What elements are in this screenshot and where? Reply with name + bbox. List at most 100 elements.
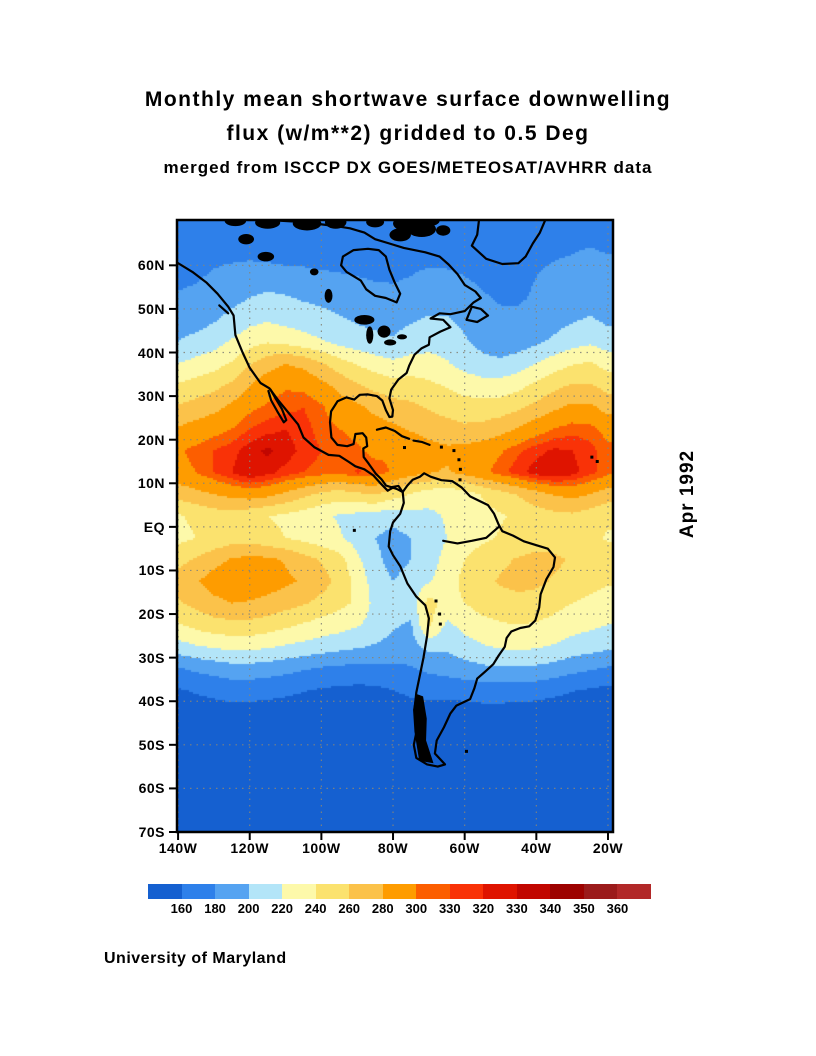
- colorbar-tick-label: 350: [573, 901, 595, 916]
- land-fill: [413, 693, 434, 764]
- colorbar-tick-label: 220: [271, 901, 293, 916]
- lon-tick-label: 80W: [377, 840, 409, 856]
- island: [224, 220, 247, 227]
- lat-tick-label: 10N: [137, 475, 165, 492]
- lat-tick-label: 20S: [138, 606, 165, 623]
- lat-tick-label: 60N: [137, 257, 165, 274]
- colorbar-tick-label: 330: [438, 901, 461, 916]
- coastline: [470, 220, 547, 266]
- figure-title-line1: Monthly mean shortwave surface downwelli…: [144, 88, 672, 111]
- colorbar-tick-label: 240: [304, 901, 327, 916]
- island-dot: [458, 478, 462, 482]
- colorbar-tick-label: 330: [506, 901, 528, 916]
- island-dot: [590, 455, 594, 459]
- colorbar-tick-label: 340: [539, 901, 562, 916]
- lake: [377, 325, 391, 338]
- lake: [238, 233, 255, 245]
- colorbar-segment: [449, 884, 484, 899]
- lat-tick-label: 50S: [138, 736, 165, 753]
- map-frame: [175, 218, 615, 834]
- island: [436, 225, 451, 236]
- map-overlay-svg: [169, 218, 615, 840]
- island: [407, 221, 437, 237]
- lat-tick-label: 50N: [137, 300, 165, 317]
- lat-tick-label: 40N: [137, 344, 165, 361]
- island-dot: [439, 445, 443, 449]
- lat-tick-label: 10S: [138, 562, 165, 579]
- island-dot: [452, 449, 456, 453]
- colorbar-tick-label: 300: [405, 901, 428, 916]
- island: [255, 220, 281, 229]
- lake: [309, 268, 319, 276]
- figure-subtitle: merged from ISCCP DX GOES/METEOSAT/AVHRR…: [163, 158, 653, 177]
- credit-label: University of Maryland: [104, 950, 287, 967]
- lon-tick-label: 40W: [521, 840, 552, 856]
- colorbar-tick-label: 160: [170, 901, 193, 916]
- lake: [366, 326, 374, 344]
- lat-tick-label: 20N: [137, 431, 165, 448]
- lat-tick-label: 60S: [138, 780, 165, 797]
- lon-tick-label: 100W: [302, 840, 341, 856]
- lon-tick-label: 60W: [449, 840, 480, 856]
- coastline: [267, 388, 288, 424]
- lat-tick-label: 30S: [138, 649, 165, 666]
- lake: [257, 251, 275, 262]
- colorbar-segment: [215, 884, 249, 899]
- island: [389, 228, 411, 242]
- colorbar-segment: [416, 884, 450, 899]
- colorbar-tick-label: 360: [606, 901, 629, 916]
- colorbar-segment: [516, 884, 551, 899]
- lake: [324, 288, 333, 303]
- coastline: [442, 525, 500, 545]
- colorbar-segment: [550, 884, 584, 899]
- coastline: [273, 220, 482, 494]
- lat-tick-label: 30N: [137, 388, 165, 405]
- lake: [354, 315, 375, 325]
- colorbar-segment: [282, 884, 316, 899]
- map-clipped-layer: [177, 220, 613, 832]
- island-dot: [402, 446, 406, 450]
- colorbar-segment: [315, 884, 350, 899]
- coastline: [375, 426, 411, 440]
- island: [366, 220, 385, 228]
- colorbar-segment: [181, 884, 216, 899]
- colorbar-segment: [382, 884, 417, 899]
- colorbar: [148, 884, 651, 899]
- colorbar-tick-label: 180: [204, 901, 226, 916]
- coastline: [465, 305, 490, 324]
- colorbar-segment: [483, 884, 517, 899]
- colorbar-segment: [583, 884, 618, 899]
- island-dot: [434, 599, 438, 603]
- lat-tick-label: 40S: [138, 693, 165, 710]
- coastline: [218, 304, 230, 315]
- colorbar-segment: [148, 884, 182, 899]
- island-dot: [352, 528, 356, 532]
- coastline: [412, 439, 431, 446]
- map-plot-area: [169, 218, 615, 840]
- lake: [396, 334, 408, 340]
- colorbar-tick-label: 280: [371, 901, 394, 916]
- lon-tick-label: 20W: [592, 840, 624, 856]
- lat-tick-label: 70S: [138, 824, 165, 840]
- coastline: [340, 247, 402, 304]
- lake: [384, 339, 397, 346]
- colorbar-segment: [617, 884, 651, 899]
- colorbar-tick-label: 320: [472, 901, 495, 916]
- colorbar-tick-label: 200: [237, 901, 260, 916]
- colorbar-segment: [248, 884, 283, 899]
- island-dot: [464, 749, 468, 753]
- island-dot: [595, 459, 599, 463]
- island-dot: [457, 458, 461, 462]
- lon-tick-label: 120W: [230, 840, 269, 856]
- colorbar-tick-label: 260: [338, 901, 361, 916]
- colorbar-segment: [349, 884, 383, 899]
- island: [292, 220, 322, 231]
- island-dot: [438, 612, 442, 616]
- lon-tick-label: 140W: [158, 840, 198, 856]
- date-label: Apr 1992: [677, 449, 698, 539]
- lat-tick-label: EQ: [143, 518, 165, 535]
- coastline: [387, 472, 557, 768]
- island-dot: [458, 467, 462, 471]
- island-dot: [438, 622, 442, 626]
